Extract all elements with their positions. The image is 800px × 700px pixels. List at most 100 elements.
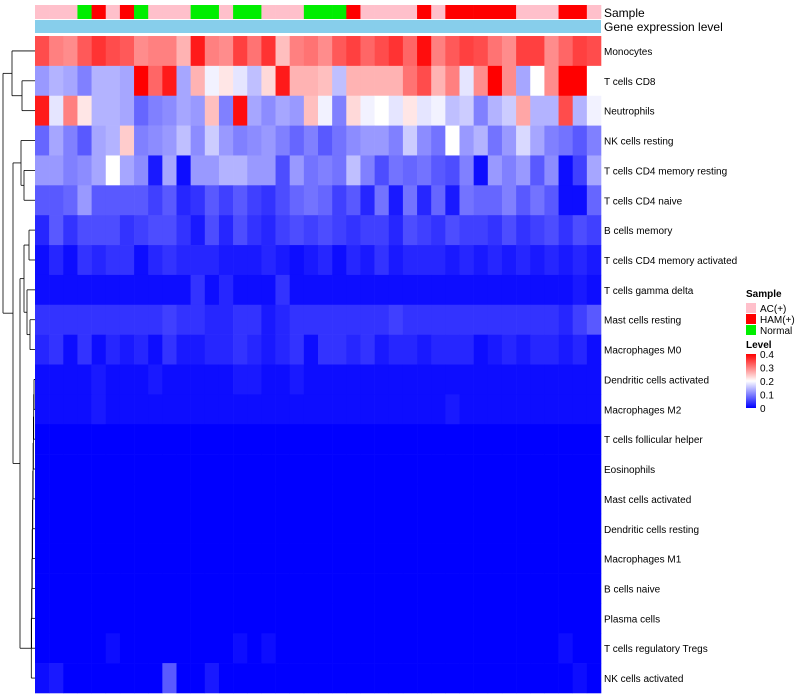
heatmap-cell xyxy=(445,483,460,515)
heatmap-cell xyxy=(318,185,333,216)
heatmap-cell xyxy=(388,304,404,335)
heatmap-cell xyxy=(318,215,333,246)
heatmap-cell xyxy=(218,424,234,455)
heatmap-cell xyxy=(332,245,347,276)
heatmap-cell xyxy=(77,543,92,574)
heatmap-cell xyxy=(289,155,305,186)
heatmap-cell xyxy=(402,483,418,515)
heatmap-cell xyxy=(445,633,460,664)
heatmap-cell xyxy=(346,65,361,97)
heatmap-cell xyxy=(402,185,418,216)
heatmap-cell xyxy=(445,274,460,306)
heatmap-cell xyxy=(134,394,149,425)
sample-annotation-track xyxy=(35,5,602,19)
row-label: T cells CD4 naive xyxy=(604,196,683,207)
row-label: Mast cells activated xyxy=(604,495,691,506)
legend-sample-title: Sample xyxy=(746,289,782,300)
heatmap-cell xyxy=(289,483,305,515)
heatmap-cell xyxy=(445,603,460,634)
heatmap-cell xyxy=(473,364,489,395)
heatmap-cell xyxy=(190,125,206,156)
heatmap-cell xyxy=(105,245,121,276)
heatmap-cell xyxy=(487,454,503,485)
heatmap-cell xyxy=(586,513,602,544)
heatmap-cell xyxy=(487,424,503,455)
heatmap-cell xyxy=(134,424,149,455)
heatmap-cell xyxy=(119,364,135,395)
sample-annotation-cell xyxy=(233,5,248,19)
heatmap-cell xyxy=(91,364,107,395)
heatmap-cell xyxy=(303,543,319,574)
heatmap-cell xyxy=(516,95,531,126)
heatmap-cell xyxy=(303,95,319,126)
heatmap-cell xyxy=(516,36,531,67)
heatmap-cell xyxy=(218,603,234,634)
heatmap-cell xyxy=(162,95,177,126)
heatmap-cell xyxy=(558,633,573,664)
heatmap-cell xyxy=(388,245,404,276)
heatmap-cell xyxy=(35,155,50,186)
heatmap-cell xyxy=(516,215,531,246)
heatmap-cell xyxy=(148,215,163,246)
heatmap-cell xyxy=(318,36,333,67)
heatmap-cell xyxy=(516,663,531,694)
sample-annotation-cell xyxy=(218,5,234,19)
heatmap-cell xyxy=(162,125,177,156)
legend-level-title: Level xyxy=(746,340,772,351)
heatmap-cell xyxy=(77,364,92,395)
heatmap-cell xyxy=(91,334,107,365)
gene-expression-bar xyxy=(35,20,601,33)
heatmap-cell xyxy=(63,155,78,186)
heatmap-cell xyxy=(162,454,177,485)
heatmap-cell xyxy=(374,513,390,544)
heatmap-cell xyxy=(303,633,319,664)
heatmap-cell xyxy=(119,543,135,574)
heatmap-cell xyxy=(49,155,64,186)
heatmap-cell xyxy=(374,95,390,126)
heatmap-cell xyxy=(176,394,191,425)
heatmap-cell xyxy=(261,125,276,156)
heatmap-cell xyxy=(105,483,121,515)
heatmap-cell xyxy=(63,215,78,246)
heatmap-cell xyxy=(332,185,347,216)
heatmap-cell xyxy=(586,364,602,395)
sample-annotation-cell xyxy=(91,5,107,19)
heatmap-cell xyxy=(105,36,121,67)
sample-annotation-cell xyxy=(119,5,135,19)
heatmap-cell xyxy=(204,125,220,156)
heatmap-cell xyxy=(35,543,50,574)
heatmap-cell xyxy=(119,245,135,276)
heatmap-cell xyxy=(162,155,177,186)
heatmap-cell xyxy=(487,483,503,515)
heatmap-cell xyxy=(49,65,64,97)
heatmap-cell xyxy=(247,543,262,574)
heatmap-cell xyxy=(275,483,290,515)
heatmap-cell xyxy=(218,663,234,694)
heatmap-cell xyxy=(544,36,559,67)
heatmap-cell xyxy=(289,424,305,455)
heatmap-cell xyxy=(501,394,517,425)
heatmap-cell xyxy=(148,454,163,485)
heatmap-cell xyxy=(473,543,489,574)
heatmap-cell xyxy=(35,185,50,216)
heatmap-cell xyxy=(289,65,305,97)
heatmap-cell xyxy=(233,36,248,67)
heatmap-cell xyxy=(572,364,588,395)
heatmap-cell xyxy=(459,334,474,365)
legend-sample-label: AC(+) xyxy=(760,304,786,315)
heatmap-cell xyxy=(374,663,390,694)
heatmap-cell xyxy=(134,603,149,634)
heatmap-cell xyxy=(190,304,206,335)
heatmap-cell xyxy=(360,663,375,694)
heatmap-cell xyxy=(501,573,517,604)
heatmap-cell xyxy=(431,95,446,126)
legend-sample-swatch xyxy=(746,325,756,335)
heatmap-cells xyxy=(35,36,602,694)
heatmap-cell xyxy=(134,513,149,544)
heatmap-cell xyxy=(49,95,64,126)
heatmap-cell xyxy=(388,155,404,186)
row-label: T cells gamma delta xyxy=(604,286,694,297)
heatmap-cell xyxy=(162,65,177,97)
heatmap-cell xyxy=(445,245,460,276)
